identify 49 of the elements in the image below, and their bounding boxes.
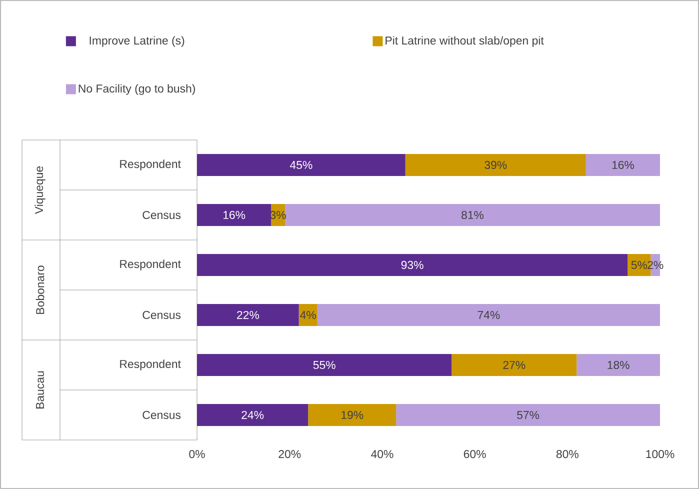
bar <box>405 154 586 176</box>
text: Baucau <box>36 371 44 408</box>
data-label: 81% <box>462 210 484 220</box>
bar <box>284 204 660 226</box>
bar <box>396 404 660 426</box>
data-label: 16% <box>223 210 246 220</box>
bar <box>576 354 660 376</box>
data-label: 45% <box>290 160 312 170</box>
y-tick-label: Respondent <box>120 360 181 370</box>
x-tick-label: 0% <box>189 450 205 458</box>
y-tick-label: Census <box>142 410 181 420</box>
data-label: 18% <box>608 360 630 370</box>
bar <box>308 404 396 426</box>
x-tick-label: 60% <box>464 450 486 458</box>
x-tick-label: 80% <box>556 450 578 458</box>
text: Bobonaro <box>36 266 44 314</box>
bar <box>298 304 318 326</box>
bar <box>197 404 308 426</box>
data-label: 22% <box>237 310 259 320</box>
data-label: 27% <box>503 360 526 370</box>
text: Viqueque <box>34 166 46 214</box>
x-tick-label: 40% <box>371 450 394 458</box>
data-label: 19% <box>342 410 364 420</box>
y-tick-label: Census <box>142 310 181 320</box>
bar <box>317 304 660 326</box>
data-label: 93% <box>401 260 424 270</box>
y-tick-label: Census <box>142 210 181 220</box>
bar <box>586 154 660 176</box>
data-label: 4% <box>300 310 316 319</box>
y-tick-label: Respondent <box>120 260 181 270</box>
bar <box>197 254 628 276</box>
legend-label: Improve Latrine (s) <box>90 36 184 47</box>
y-tick-label: Respondent <box>120 160 181 170</box>
data-label: 57% <box>517 410 540 420</box>
x-tick-label: 100% <box>646 450 674 458</box>
data-label: 74% <box>478 310 500 319</box>
bar <box>197 304 299 326</box>
x-tick-label: 20% <box>278 450 301 458</box>
data-label: 39% <box>484 160 507 170</box>
data-label: 55% <box>313 360 336 370</box>
legend-label: Pit Latrine without slab/open pit <box>386 36 544 47</box>
bar <box>197 204 272 226</box>
bar <box>452 354 577 376</box>
bar <box>197 354 452 376</box>
bar <box>197 154 406 176</box>
data-label: 16% <box>612 160 634 170</box>
data-label: 24% <box>242 410 264 420</box>
legend-label: No Facility (go to bush) <box>78 84 195 95</box>
data-label: 5% <box>631 260 648 270</box>
